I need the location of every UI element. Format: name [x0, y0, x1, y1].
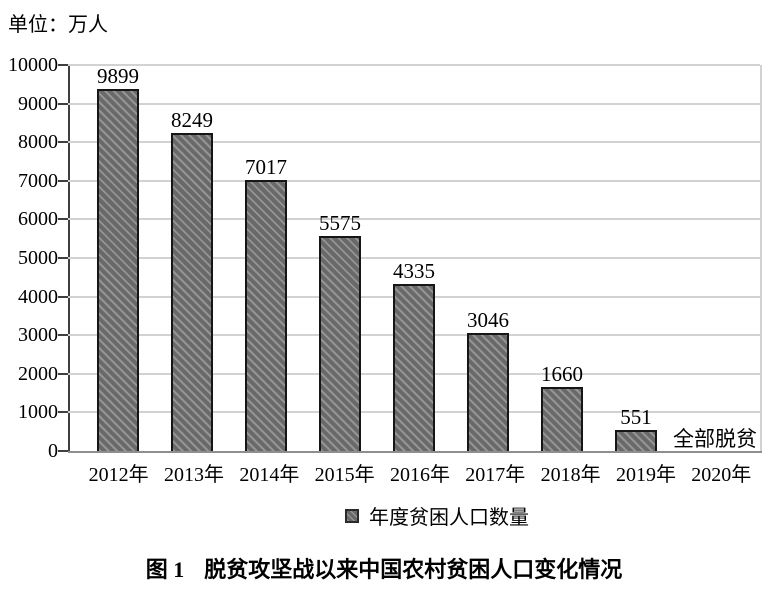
bar — [97, 89, 139, 451]
bar-value-label: 9899 — [97, 64, 139, 88]
gridline — [68, 257, 760, 259]
gridline — [68, 141, 760, 144]
gridline — [68, 64, 760, 66]
y-tick-mark — [58, 295, 68, 298]
legend-label: 年度贫困人口数量 — [369, 507, 529, 529]
y-tick-mark — [58, 102, 68, 105]
bar-value-label: 5575 — [319, 210, 361, 235]
y-tick-label: 6000 — [18, 208, 58, 231]
y-tick-mark — [58, 334, 68, 337]
plot-area: 9899 8249 7017 5575 4335 3046 1660 551 全部脱贫 — [58, 64, 762, 453]
bar-cell: 9899 — [81, 65, 155, 451]
y-tick-label: 9000 — [18, 92, 58, 115]
x-tick-label: 2017年 — [465, 464, 526, 486]
x-tick-label: 2016年 — [389, 464, 450, 486]
bar-cell: 4335 — [377, 65, 451, 451]
y-axis-labels: 0 1000 2000 3000 4000 5000 6000 7000 8000 9000 100… — [0, 55, 58, 461]
bar-value-label: 3046 — [467, 308, 509, 333]
y-tick-label: 2000 — [18, 362, 58, 385]
bars-row: 9899 8249 7017 5575 4335 3046 1660 551 全部脱贫 — [81, 65, 757, 451]
bar-value-label: 1660 — [541, 361, 583, 386]
bar-cell: 1660 — [525, 65, 599, 451]
x-tick-label: 2013年 — [163, 464, 224, 486]
x-tick-label: 2020年 — [691, 464, 752, 486]
y-tick-mark — [58, 257, 68, 259]
x-axis-line — [68, 451, 762, 453]
x-tick-label: 2012年 — [88, 464, 149, 486]
bar-cell: 全部脱贫 — [673, 65, 757, 451]
y-tick-mark — [58, 141, 68, 144]
bar — [541, 386, 583, 451]
y-tick-label: 0 — [48, 440, 58, 462]
y-tick-label: 3000 — [18, 324, 58, 347]
bar-value-label: 4335 — [393, 258, 435, 283]
baseline-annotation: 全部脱贫 — [673, 426, 757, 451]
gridline — [68, 179, 760, 182]
figure-title: 脱贫攻坚战以来中国农村贫困人口变化情况 — [204, 557, 623, 582]
bar — [245, 180, 287, 451]
bar-cell: 8249 — [155, 65, 229, 451]
y-tick-mark — [58, 411, 68, 414]
x-tick-label: 2015年 — [314, 464, 375, 486]
bar — [319, 235, 361, 451]
y-tick-label: 1000 — [18, 401, 58, 424]
y-tick-mark — [58, 450, 68, 452]
gridline — [68, 102, 760, 105]
y-tick-mark — [58, 218, 68, 221]
legend: 年度贫困人口数量 — [90, 501, 768, 530]
y-tick-mark — [58, 64, 68, 66]
y-tick-label: 4000 — [18, 285, 58, 308]
y-tick-label: 10000 — [8, 54, 58, 76]
y-tick-label: 5000 — [18, 247, 58, 269]
hatched-square-icon — [345, 508, 359, 523]
figure-caption: 图 1 脱贫攻坚战以来中国农村贫困人口变化情况 — [0, 552, 768, 584]
bar-value-label: 7017 — [245, 155, 287, 180]
bar — [615, 429, 657, 451]
bar — [467, 333, 509, 451]
y-tick-mark — [58, 372, 68, 375]
x-tick-label: 2018年 — [540, 464, 601, 486]
bar — [171, 132, 213, 451]
x-tick-label: 2014年 — [239, 464, 300, 486]
bar-value-label: 8249 — [171, 107, 213, 132]
gridline — [68, 218, 760, 221]
y-tick-label: 8000 — [18, 131, 58, 154]
bar-value-label: 551 — [620, 404, 652, 429]
bar-cell: 551 — [599, 65, 673, 451]
y-tick-label: 7000 — [18, 169, 58, 192]
y-tick-mark — [58, 179, 68, 182]
x-axis-labels: 2012年 2013年 2014年 2015年 2016年 2017年 2018年 2019年… — [81, 458, 759, 487]
unit-label: 单位：万人 — [8, 14, 108, 36]
bar-cell: 7017 — [229, 65, 303, 451]
x-tick-label: 2019年 — [615, 464, 676, 486]
bar-cell: 3046 — [451, 65, 525, 451]
bar-cell: 5575 — [303, 65, 377, 451]
bar — [393, 283, 435, 451]
figure-number: 图 1 — [145, 557, 185, 582]
